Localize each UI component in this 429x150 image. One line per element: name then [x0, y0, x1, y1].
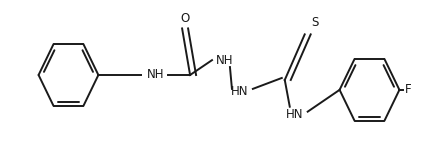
- Text: S: S: [311, 16, 318, 29]
- Text: HN: HN: [286, 108, 303, 121]
- Text: O: O: [181, 12, 190, 25]
- Text: NH: NH: [146, 69, 164, 81]
- Text: HN: HN: [231, 85, 249, 98]
- Text: NH: NH: [216, 54, 234, 67]
- Text: F: F: [405, 83, 411, 96]
